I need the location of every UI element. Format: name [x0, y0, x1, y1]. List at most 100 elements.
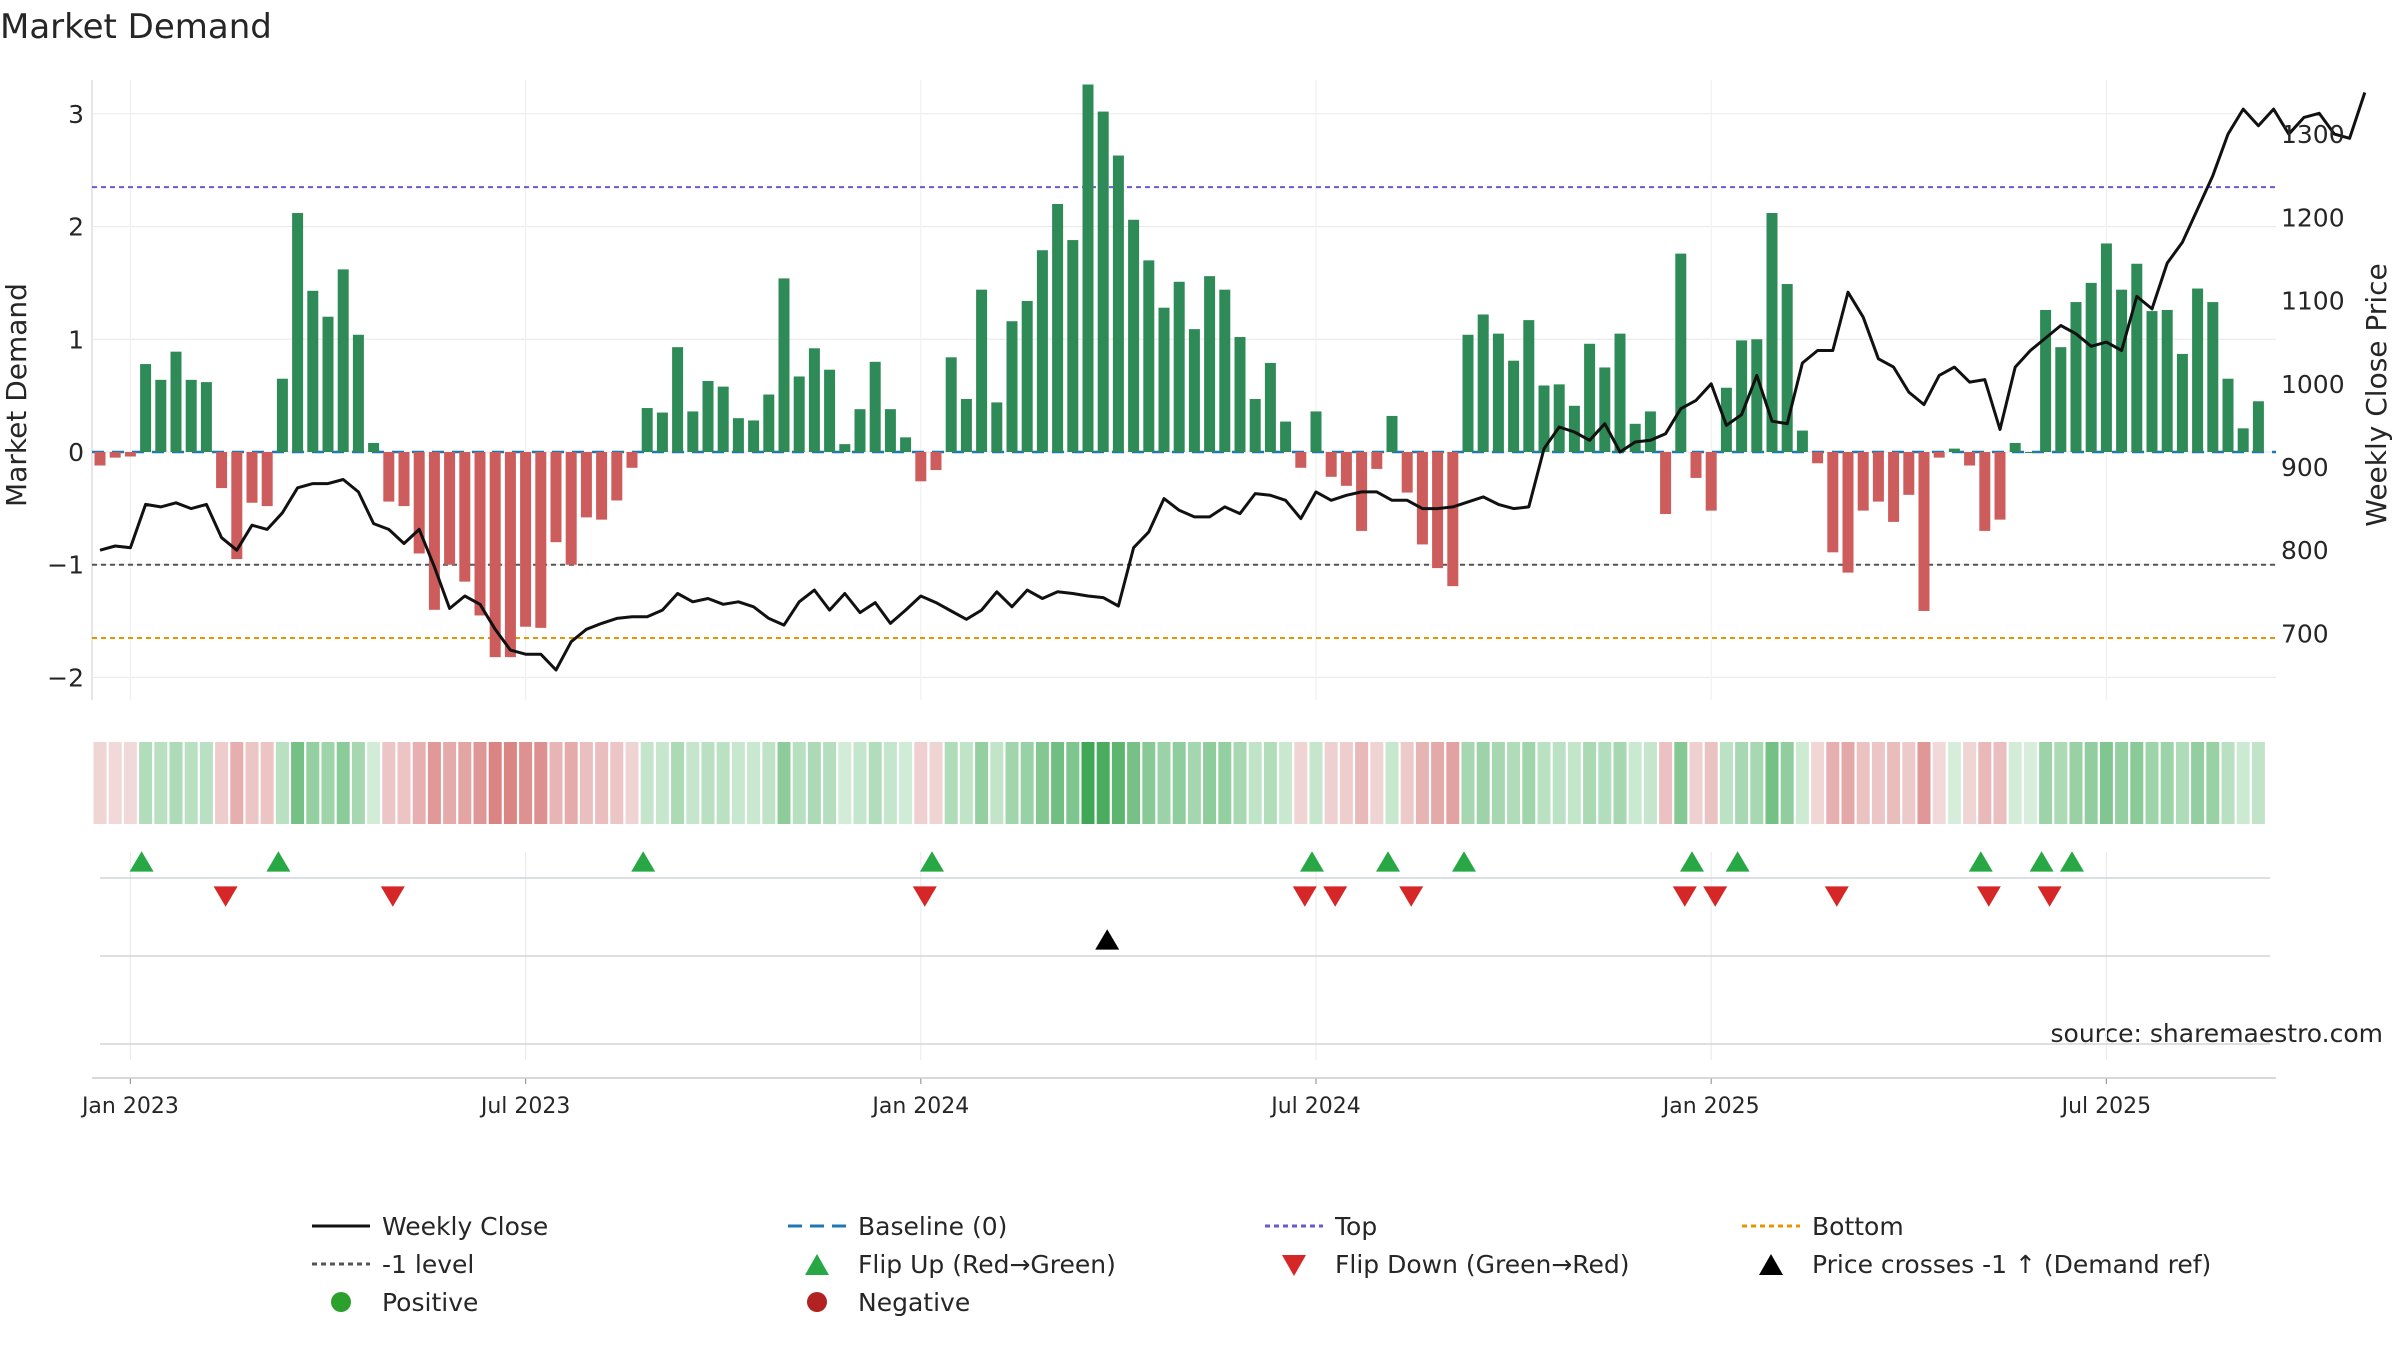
demand-bar — [1477, 314, 1489, 452]
left-tick-label: 1 — [68, 325, 84, 354]
demand-bar — [368, 442, 380, 452]
demand-bar — [1675, 253, 1687, 452]
heat-strip-cell — [519, 742, 533, 824]
demand-bar — [2116, 289, 2128, 452]
weekly-close-price-line — [99, 92, 2367, 672]
flip-up-marker — [920, 851, 944, 872]
heat-strip-cell — [458, 742, 472, 824]
heat-strip-cell — [169, 742, 183, 824]
heat-strip-cell — [1279, 742, 1293, 824]
heat-strip-cell — [1567, 742, 1581, 824]
demand-bar — [2176, 353, 2188, 452]
heat-strip-cell — [2099, 742, 2113, 824]
heat-strip-cell — [899, 742, 913, 824]
heat-strip-cell — [1142, 742, 1156, 824]
heat-strip-cell — [367, 742, 381, 824]
heat-strip-cell — [1811, 742, 1825, 824]
demand-bar — [1599, 367, 1611, 452]
heat-strip-cell — [275, 742, 289, 824]
heat-strip-cell — [655, 742, 669, 824]
flip-down-marker — [1672, 886, 1697, 907]
heat-strip-cell — [1461, 742, 1475, 824]
heat-strip-cell — [1446, 742, 1460, 824]
heat-strip-cell — [2084, 742, 2098, 824]
demand-bar — [1994, 452, 2006, 520]
flip-up-marker — [1968, 851, 1993, 872]
demand-bar — [1508, 360, 1520, 452]
heat-strip-cell — [610, 742, 624, 824]
flip-down-marker — [1323, 886, 1348, 907]
demand-bar — [687, 411, 699, 452]
heat-strip-cell — [792, 742, 806, 824]
heat-strip-cell — [2175, 742, 2189, 824]
heat-strip-cell — [579, 742, 593, 824]
heat-strip-cell — [1066, 742, 1080, 824]
demand-bar — [1872, 452, 1884, 502]
heat-strip-cell — [1051, 742, 1065, 824]
demand-bar — [1796, 430, 1808, 452]
flip-up-marker — [129, 851, 154, 872]
demand-bar — [1644, 411, 1656, 452]
flip-down-marker — [2037, 886, 2062, 907]
heat-strip-cell — [2130, 742, 2144, 824]
right-tick-label: 800 — [2281, 536, 2329, 565]
demand-bar — [565, 452, 577, 565]
heat-strip-cell — [1719, 742, 1733, 824]
right-tick-label: 1100 — [2281, 287, 2345, 316]
demand-bar — [824, 369, 836, 452]
heat-strip-cell — [2039, 742, 2053, 824]
demand-bar — [489, 452, 501, 658]
heat-strip-cell — [427, 742, 441, 824]
demand-bar — [520, 452, 532, 627]
heat-strip-cell — [1218, 742, 1232, 824]
flip-down-marker — [1703, 886, 1728, 907]
heat-strip-cell — [1339, 742, 1353, 824]
heat-strip-cell — [2115, 742, 2129, 824]
demand-bar — [1021, 300, 1033, 452]
demand-bar — [1492, 333, 1504, 452]
demand-bar — [1143, 260, 1155, 452]
heat-strip-cell — [230, 742, 244, 824]
heat-strip-cell — [1020, 742, 1034, 824]
heat-strip-cell — [2023, 742, 2037, 824]
heat-strip-cell — [215, 742, 229, 824]
heat-strip-cell — [777, 742, 791, 824]
heat-strip-cell — [595, 742, 609, 824]
heat-strip-cell — [1233, 742, 1247, 824]
left-tick-label: 2 — [68, 213, 84, 242]
demand-bar — [1447, 452, 1459, 587]
demand-bar — [748, 420, 760, 452]
heat-strip-cell — [351, 742, 365, 824]
demand-bar — [1948, 448, 1960, 452]
demand-bar — [383, 452, 395, 502]
demand-bar — [1903, 452, 1915, 495]
heat-strip-cell — [1598, 742, 1612, 824]
demand-bar — [1112, 155, 1124, 452]
demand-bar — [1781, 284, 1793, 452]
heat-strip-cell — [245, 742, 259, 824]
heat-strip-cell — [1400, 742, 1414, 824]
heat-strip-cell — [1750, 742, 1764, 824]
heat-strip-cell — [1187, 742, 1201, 824]
demand-bar — [1964, 452, 1976, 466]
demand-bar — [1812, 452, 1824, 464]
heat-strip-cell — [2054, 742, 2068, 824]
heat-strip-cell — [1415, 742, 1429, 824]
heat-strip-cell — [412, 742, 426, 824]
flip-up-marker — [631, 851, 656, 872]
flip-up-marker — [1680, 851, 1704, 872]
heat-strip-cell — [1127, 742, 1141, 824]
demand-bar — [1979, 452, 1991, 531]
heat-strip-cell — [929, 742, 943, 824]
demand-bar — [1219, 289, 1231, 452]
demand-bar — [869, 361, 881, 452]
heat-strip-cell — [838, 742, 852, 824]
demand-bar — [793, 376, 805, 452]
heat-strip-cell — [1643, 742, 1657, 824]
legend-negative-label: Negative — [858, 1288, 970, 1317]
demand-bar — [444, 452, 456, 565]
heat-strip-cell — [184, 742, 198, 824]
demand-bar — [1614, 333, 1626, 452]
heat-strip-cell — [1005, 742, 1019, 824]
